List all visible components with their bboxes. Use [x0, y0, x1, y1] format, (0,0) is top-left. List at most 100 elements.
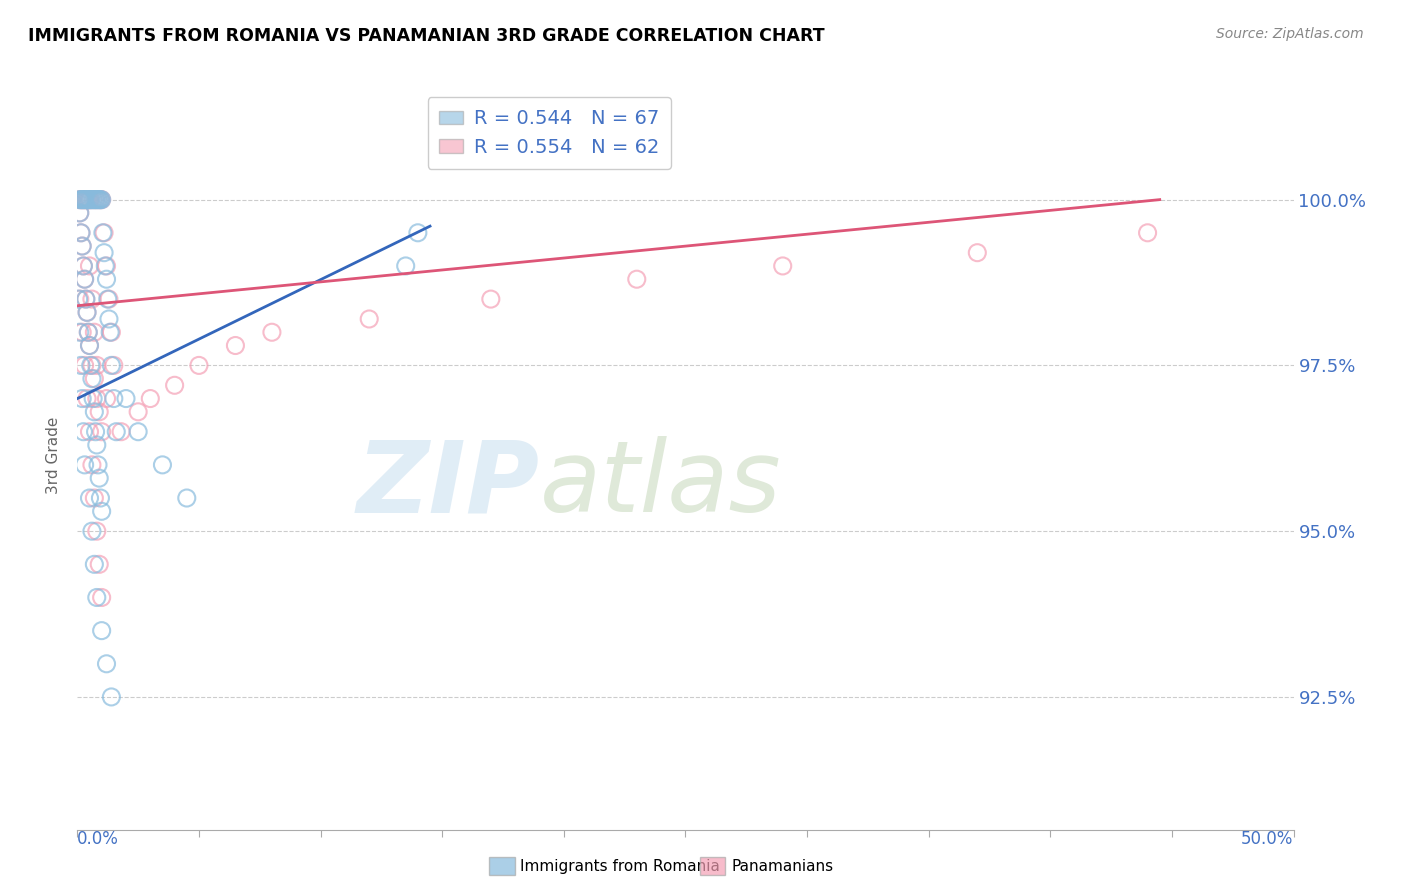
Point	[94, 259, 117, 273]
Point	[772, 259, 794, 273]
Text: 50.0%: 50.0%	[1241, 830, 1294, 847]
Point	[359, 312, 381, 326]
Point	[82, 193, 104, 207]
Point	[79, 193, 101, 207]
Point	[83, 491, 105, 505]
Point	[260, 325, 283, 339]
Point	[84, 425, 107, 439]
Point	[69, 325, 91, 339]
Point	[82, 392, 104, 406]
Point	[69, 193, 91, 207]
Point	[479, 292, 502, 306]
Point	[73, 193, 96, 207]
Point	[76, 305, 98, 319]
Point	[69, 206, 91, 220]
Point	[127, 405, 149, 419]
Point	[80, 193, 103, 207]
Point	[67, 292, 90, 306]
Point	[70, 193, 93, 207]
Point	[89, 471, 111, 485]
Point	[83, 372, 105, 386]
Point	[86, 359, 108, 373]
Point	[72, 259, 94, 273]
Point	[80, 372, 103, 386]
Point	[70, 193, 93, 207]
Point	[70, 325, 93, 339]
Point	[96, 392, 118, 406]
Point	[80, 458, 103, 472]
Point	[89, 193, 111, 207]
Point	[96, 259, 118, 273]
Point	[115, 392, 138, 406]
Point	[69, 292, 91, 306]
Point	[152, 458, 174, 472]
Point	[79, 338, 101, 352]
Point	[176, 491, 198, 505]
Text: atlas: atlas	[540, 436, 782, 533]
Point	[224, 338, 246, 352]
Point	[83, 558, 105, 572]
Point	[70, 193, 93, 207]
Point	[89, 193, 111, 207]
Point	[83, 405, 105, 419]
Point	[72, 425, 94, 439]
Point	[91, 226, 114, 240]
Point	[103, 392, 125, 406]
Point	[127, 425, 149, 439]
Point	[98, 325, 121, 339]
Text: Source: ZipAtlas.com: Source: ZipAtlas.com	[1216, 27, 1364, 41]
Point	[83, 325, 105, 339]
Point	[73, 272, 96, 286]
Text: 0.0%: 0.0%	[77, 830, 120, 847]
Point	[87, 193, 110, 207]
Point	[90, 591, 112, 605]
Point	[69, 193, 91, 207]
Point	[76, 305, 98, 319]
Point	[89, 558, 111, 572]
Point	[395, 259, 418, 273]
Point	[77, 193, 100, 207]
Point	[100, 325, 122, 339]
Legend: R = 0.544   N = 67, R = 0.554   N = 62: R = 0.544 N = 67, R = 0.554 N = 62	[427, 97, 671, 169]
Point	[406, 226, 429, 240]
Point	[80, 524, 103, 538]
Point	[89, 405, 111, 419]
Point	[79, 425, 101, 439]
Point	[79, 259, 101, 273]
Point	[80, 292, 103, 306]
Point	[86, 591, 108, 605]
Point	[73, 458, 96, 472]
Point	[83, 193, 105, 207]
Point	[97, 312, 120, 326]
Point	[97, 292, 120, 306]
Point	[1136, 226, 1159, 240]
Point	[77, 325, 100, 339]
Text: ZIP: ZIP	[357, 436, 540, 533]
Point	[80, 359, 103, 373]
Point	[96, 657, 118, 671]
Point	[75, 292, 97, 306]
Point	[73, 359, 96, 373]
Point	[73, 193, 96, 207]
Point	[79, 193, 101, 207]
Point	[72, 193, 94, 207]
Point	[73, 272, 96, 286]
Point	[80, 359, 103, 373]
Point	[84, 193, 107, 207]
Point	[86, 193, 108, 207]
Point	[76, 193, 98, 207]
Point	[80, 193, 103, 207]
Point	[188, 359, 211, 373]
Point	[70, 193, 93, 207]
Point	[75, 292, 97, 306]
Point	[76, 392, 98, 406]
Point	[110, 425, 132, 439]
Point	[90, 504, 112, 518]
Point	[80, 193, 103, 207]
Point	[82, 193, 104, 207]
Point	[79, 338, 101, 352]
Point	[90, 624, 112, 638]
Point	[70, 392, 93, 406]
Point	[72, 259, 94, 273]
Point	[77, 325, 100, 339]
